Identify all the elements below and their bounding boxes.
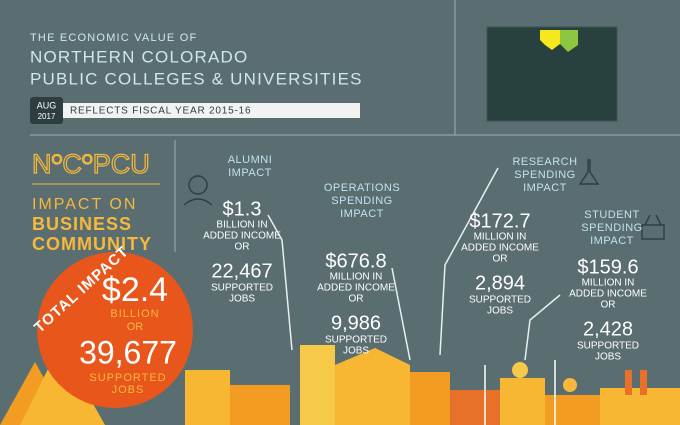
section-unit: ADDED INCOME — [317, 283, 395, 294]
colorado-map — [486, 26, 618, 122]
brand: NOCOPCU — [32, 149, 150, 179]
impact-heading: IMPACT ON — [32, 196, 137, 213]
section-unit: MILLION IN — [474, 232, 527, 243]
total-circle — [37, 252, 193, 408]
section-unit: BILLION IN — [216, 220, 267, 231]
section-jobs-label: SUPPORTED — [211, 283, 273, 294]
section-title: SPENDING — [514, 169, 575, 181]
total-amount: $2.4 — [102, 271, 168, 309]
section-unit: OR — [235, 242, 250, 253]
section-jobs: 2,894 — [475, 272, 525, 294]
section-jobs-label: SUPPORTED — [577, 341, 639, 352]
section-jobs-label: SUPPORTED — [325, 335, 387, 346]
impact-heading: BUSINESS — [32, 214, 132, 234]
section-amount: $159.6 — [577, 256, 638, 278]
section-title: ALUMNI — [228, 154, 273, 166]
date-month: AUG — [37, 100, 57, 110]
section-jobs: 22,467 — [211, 260, 272, 282]
section-jobs-label: JOBS — [595, 352, 621, 363]
section-unit: ADDED INCOME — [203, 231, 281, 242]
fiscal-strip — [62, 103, 360, 118]
section-amount: $1.3 — [223, 198, 262, 220]
section-title: SPENDING — [581, 222, 642, 234]
section-unit: ADDED INCOME — [461, 243, 539, 254]
section-title: OPERATIONS — [324, 182, 400, 194]
section-title: IMPACT — [590, 235, 634, 247]
section-unit: ADDED INCOME — [569, 289, 647, 300]
fiscal-note: REFLECTS FISCAL YEAR 2015-16 — [70, 106, 251, 117]
title-line: PUBLIC COLLEGES & UNIVERSITIES — [30, 69, 363, 88]
title-line: NORTHERN COLORADO — [30, 47, 248, 66]
section-unit: OR — [493, 254, 508, 265]
brand-part: N — [32, 149, 52, 179]
section-jobs: 9,986 — [331, 312, 381, 334]
total-unit: BILLION — [110, 308, 159, 320]
section-amount: $172.7 — [469, 210, 530, 232]
section-unit: OR — [349, 294, 364, 305]
section-title: RESEARCH — [512, 156, 577, 168]
section-title: STUDENT — [584, 209, 639, 221]
section-jobs-label: JOBS — [229, 294, 255, 305]
section-unit: MILLION IN — [582, 278, 635, 289]
section-amount: $676.8 — [325, 250, 386, 272]
section-unit: MILLION IN — [330, 272, 383, 283]
section-jobs-label: SUPPORTED — [469, 295, 531, 306]
brand-part: O — [82, 151, 93, 167]
section-title: IMPACT — [228, 167, 272, 179]
section-title: SPENDING — [331, 195, 392, 207]
total-or: OR — [127, 321, 144, 333]
section-jobs-label: JOBS — [487, 306, 513, 317]
kicker: THE ECONOMIC VALUE OF — [30, 32, 197, 44]
section-title: IMPACT — [523, 182, 567, 194]
total-jobs: 39,677 — [79, 334, 177, 370]
date-year: 2017 — [38, 112, 56, 121]
section-jobs-label: JOBS — [343, 346, 369, 357]
brand-part: C — [62, 149, 82, 179]
impact-heading: COMMUNITY — [32, 234, 152, 254]
cityscape — [0, 345, 680, 425]
total-jobs-label: SUPPORTED — [89, 372, 166, 384]
section-unit: OR — [601, 300, 616, 311]
total-jobs-label: JOBS — [112, 384, 145, 396]
date-badge — [30, 97, 63, 124]
brand-part: PCU — [93, 149, 150, 179]
section-title: IMPACT — [340, 208, 384, 220]
pointers — [267, 167, 561, 361]
icons — [183, 159, 665, 240]
brand-part: O — [52, 151, 63, 167]
section-jobs: 2,428 — [583, 318, 633, 340]
